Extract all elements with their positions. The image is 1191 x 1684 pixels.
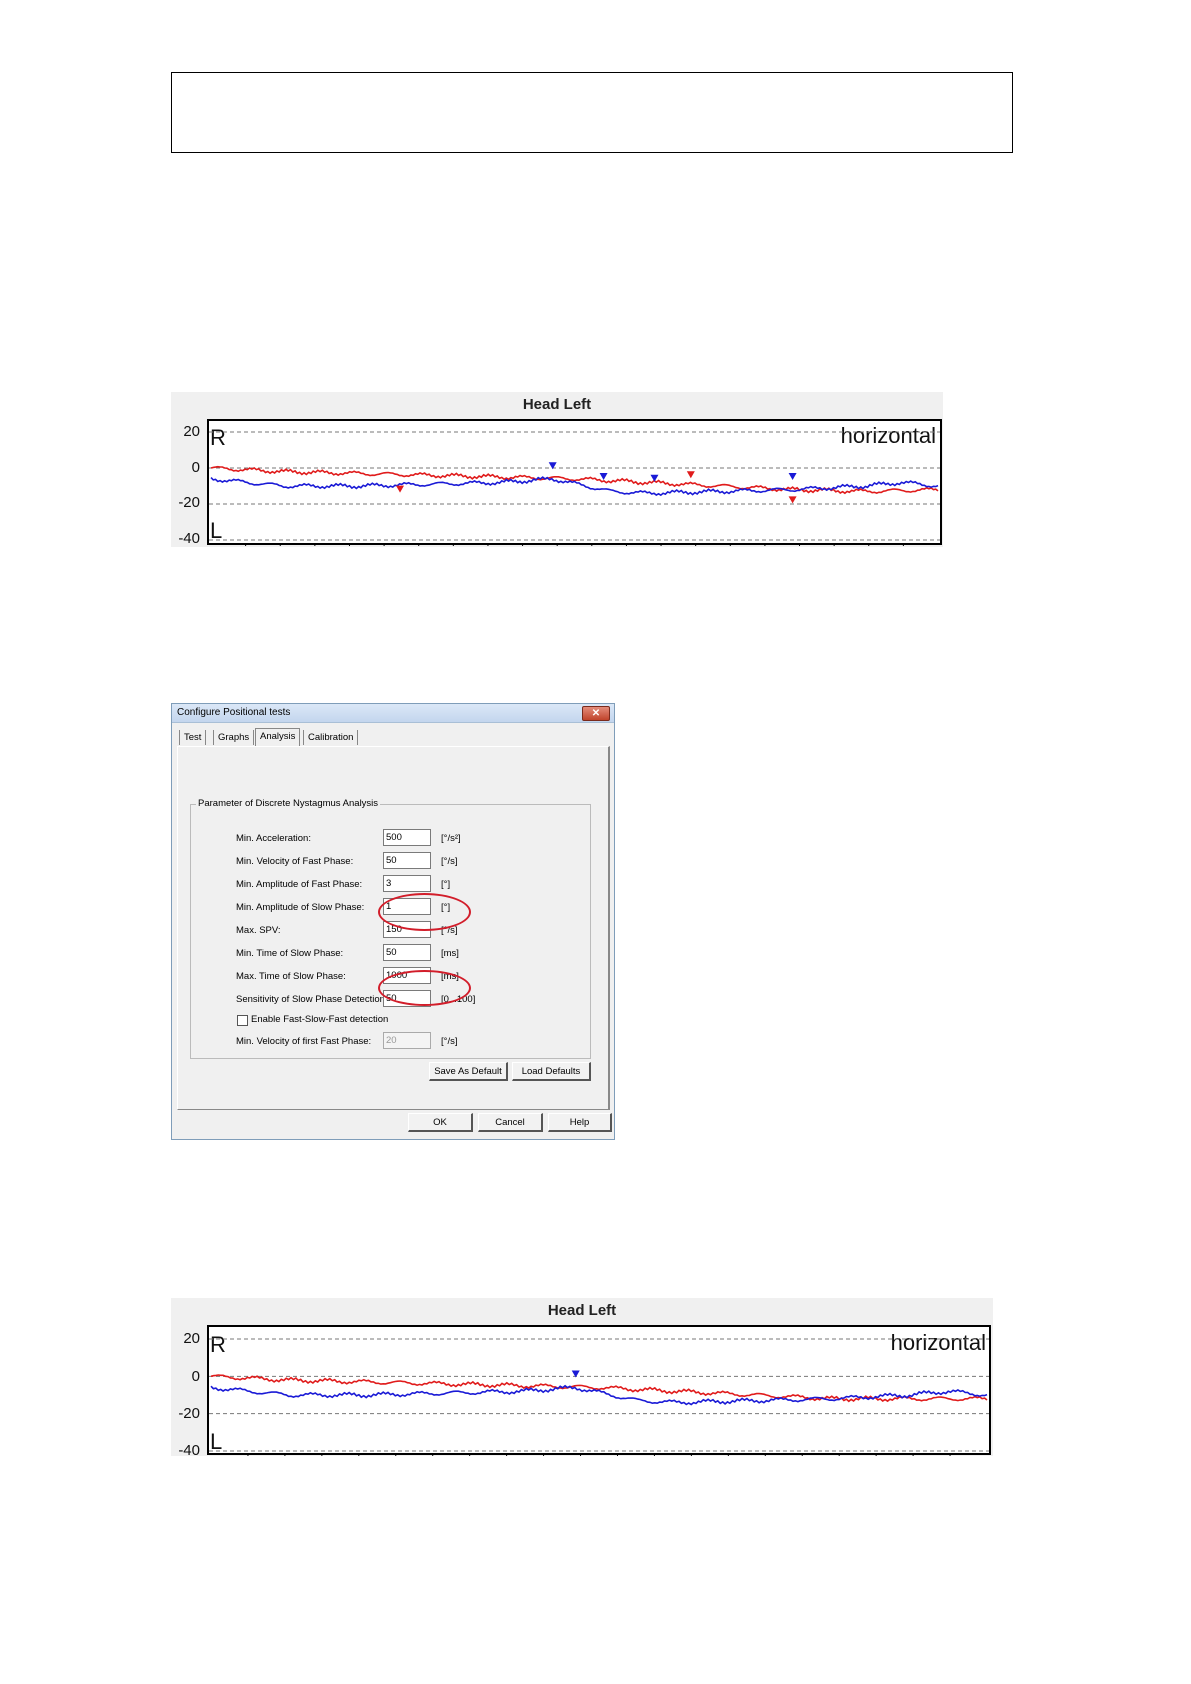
nystagmus-marker bbox=[788, 496, 797, 504]
dialog-titlebar: Configure Positional tests ✕ bbox=[172, 704, 614, 723]
param-label: Min. Amplitude of Fast Phase: bbox=[236, 879, 363, 890]
tab-calibration[interactable]: Calibration bbox=[303, 730, 359, 745]
left-side-label: L bbox=[210, 518, 222, 543]
param-unit: [°/s] bbox=[441, 1036, 458, 1047]
analysis-tab-page bbox=[177, 746, 610, 1110]
param-unit: [°/s] bbox=[441, 856, 458, 867]
param-label: Min. Velocity of first Fast Phase: bbox=[236, 1036, 372, 1047]
plane-label: horizontal bbox=[841, 423, 936, 448]
close-icon: ✕ bbox=[591, 708, 601, 719]
cancel-button[interactable]: Cancel bbox=[478, 1113, 543, 1132]
y-tick-label: 0 bbox=[192, 1368, 200, 1385]
min-velocity-fast-phase-input[interactable]: 50 bbox=[383, 852, 431, 869]
help-button[interactable]: Help bbox=[548, 1113, 612, 1132]
highlight-ellipse bbox=[378, 893, 471, 931]
load-defaults-button[interactable]: Load Defaults bbox=[512, 1062, 591, 1081]
param-label: Min. Amplitude of Slow Phase: bbox=[236, 902, 365, 913]
param-unit: [ms] bbox=[441, 948, 459, 959]
dialog-title: Configure Positional tests bbox=[177, 707, 291, 718]
nystagmus-parameter-group: Parameter of Discrete Nystagmus Analysis… bbox=[190, 798, 591, 1059]
left-side-label: L bbox=[210, 1429, 222, 1454]
eye-movement-chart: Head Left 20 0 -20 -40 R L horizontal bbox=[171, 392, 943, 547]
save-as-default-button[interactable]: Save As Default bbox=[429, 1062, 508, 1081]
eye-movement-chart: Head Left 20 0 -20 -40 R L horizontal bbox=[171, 1298, 993, 1456]
nystagmus-marker bbox=[686, 471, 695, 479]
fast-slow-fast-checkbox[interactable] bbox=[237, 1015, 248, 1026]
min-velocity-first-fast-phase-input: 20 bbox=[383, 1032, 431, 1049]
y-tick-label: -40 bbox=[178, 1442, 200, 1456]
param-label: Max. Time of Slow Phase: bbox=[236, 971, 346, 982]
nystagmus-marker bbox=[548, 462, 557, 470]
nystagmus-marker bbox=[650, 474, 659, 482]
y-tick-label: 20 bbox=[183, 423, 200, 440]
param-label: Min. Time of Slow Phase: bbox=[236, 948, 344, 959]
param-label: Sensitivity of Slow Phase Detection: bbox=[236, 994, 388, 1005]
ok-button[interactable]: OK bbox=[408, 1113, 473, 1132]
nystagmus-marker bbox=[599, 473, 608, 480]
chart-canvas: Head Left 20 0 -20 -40 R L horizontal bbox=[178, 1302, 991, 1456]
param-label: Min. Velocity of Fast Phase: bbox=[236, 856, 354, 867]
param-label: Max. SPV: bbox=[236, 925, 281, 936]
nystagmus-marker bbox=[788, 473, 797, 480]
y-tick-label: 0 bbox=[192, 459, 200, 476]
min-time-slow-phase-input[interactable]: 50 bbox=[383, 944, 431, 961]
y-tick-label: -40 bbox=[178, 530, 200, 547]
nystagmus-marker bbox=[396, 485, 405, 493]
chart-title: Head Left bbox=[548, 1302, 616, 1319]
y-tick-label: -20 bbox=[178, 1405, 200, 1422]
series-line bbox=[210, 1384, 988, 1406]
tab-graphs[interactable]: Graphs bbox=[213, 730, 255, 745]
chart-canvas: Head Left 20 0 -20 -40 R L horizontal bbox=[178, 396, 942, 547]
param-unit: [°] bbox=[441, 879, 451, 890]
series-line bbox=[210, 476, 939, 497]
param-unit: [°/s] bbox=[441, 925, 458, 936]
nystagmus-marker bbox=[571, 1370, 580, 1378]
group-title: Parameter of Discrete Nystagmus Analysis bbox=[196, 798, 381, 809]
param-unit: [°/s²] bbox=[441, 833, 461, 844]
tab-analysis[interactable]: Analysis bbox=[255, 728, 301, 746]
right-side-label: R bbox=[210, 1332, 226, 1357]
right-side-label: R bbox=[210, 425, 226, 450]
param-label: Min. Acceleration: bbox=[236, 833, 311, 844]
min-acceleration-input[interactable]: 500 bbox=[383, 829, 431, 846]
min-amplitude-fast-phase-input[interactable]: 3 bbox=[383, 875, 431, 892]
close-button[interactable]: ✕ bbox=[582, 706, 610, 721]
y-tick-label: -20 bbox=[178, 494, 200, 511]
checkbox-label: Enable Fast-Slow-Fast detection bbox=[251, 1014, 389, 1025]
plane-label: horizontal bbox=[891, 1330, 986, 1355]
y-tick-label: 20 bbox=[183, 1330, 200, 1347]
highlight-ellipse bbox=[378, 970, 471, 1006]
empty-header-box bbox=[171, 72, 1013, 153]
tab-test[interactable]: Test bbox=[179, 730, 207, 745]
chart-title: Head Left bbox=[523, 396, 591, 413]
